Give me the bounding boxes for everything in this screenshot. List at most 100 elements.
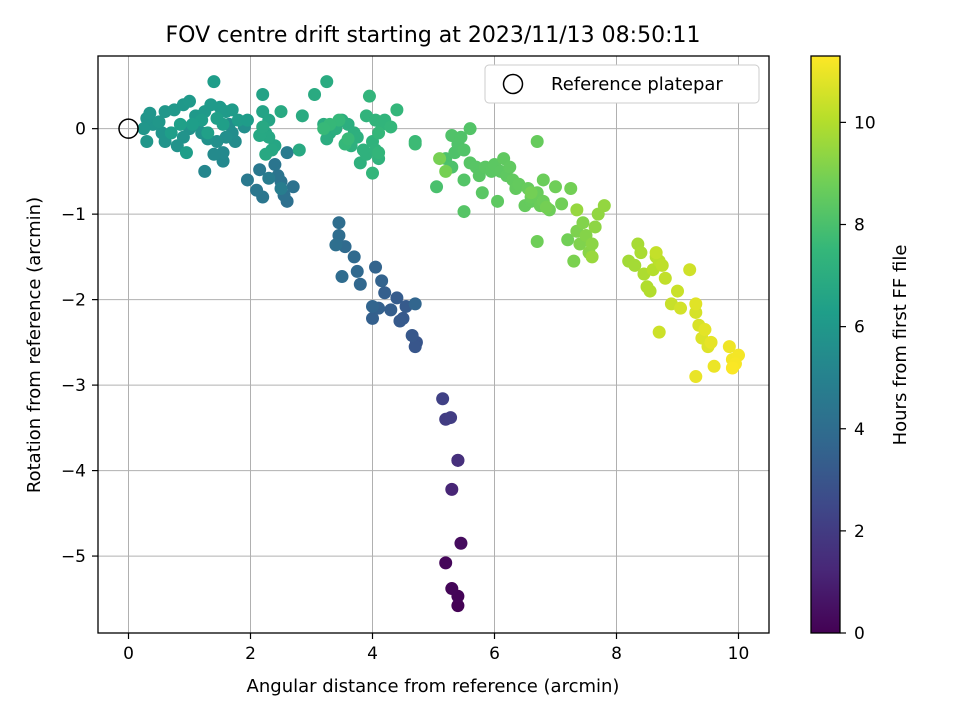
data-point	[549, 180, 562, 194]
data-point	[274, 181, 288, 195]
data-point	[384, 120, 398, 134]
data-point	[240, 113, 254, 127]
data-point	[555, 197, 569, 211]
colorbar-gradient	[811, 56, 840, 633]
x-tick-label: 8	[611, 644, 622, 664]
data-point	[384, 303, 398, 317]
data-point	[320, 132, 334, 146]
data-point	[597, 199, 611, 213]
grid	[98, 56, 769, 633]
x-tick-label: 2	[245, 644, 256, 664]
data-point	[475, 186, 489, 200]
data-point	[320, 75, 334, 89]
data-point	[457, 205, 471, 219]
y-tick-label: −2	[61, 291, 86, 311]
data-point	[536, 173, 550, 187]
colorbar-ticks: 0 2 4 6 8 10	[840, 113, 876, 644]
y-axis-ticks: 0 −1 −2 −3 −4 −5	[61, 120, 98, 567]
data-point	[585, 237, 599, 251]
data-point	[707, 359, 721, 373]
colorbar-frame	[810, 55, 841, 634]
x-axis-label: Angular distance from reference (arcmin)	[247, 676, 620, 697]
legend-label: Reference platepar	[551, 74, 723, 95]
data-point	[372, 126, 386, 140]
data-point	[683, 263, 697, 277]
y-tick-label: −1	[61, 205, 86, 225]
plot-frame	[97, 55, 770, 634]
data-point	[561, 233, 575, 247]
data-point	[274, 105, 288, 119]
data-point	[231, 113, 245, 127]
data-point	[722, 340, 736, 354]
data-point	[170, 139, 184, 153]
colorbar-tick-label: 6	[854, 318, 865, 338]
data-point	[295, 109, 309, 123]
data-point	[347, 250, 361, 264]
data-point	[451, 599, 465, 613]
data-point	[256, 120, 270, 134]
x-axis-ticks: 0 2 4 6 8 10	[123, 633, 749, 664]
data-point	[186, 117, 200, 131]
data-point	[564, 181, 578, 195]
data-point	[689, 370, 703, 384]
data-point	[439, 164, 453, 178]
data-point	[405, 329, 419, 343]
legend-box	[484, 64, 760, 104]
data-point	[390, 291, 404, 305]
data-point	[436, 392, 450, 406]
colorbar-tick-label: 4	[854, 420, 865, 440]
data-point	[164, 126, 178, 140]
data-point	[439, 556, 453, 570]
data-point	[366, 311, 379, 325]
data-point	[366, 299, 379, 313]
data-point	[408, 297, 422, 311]
data-point	[268, 158, 282, 172]
data-point	[503, 160, 517, 174]
colorbar-label: Hours from first FF file	[890, 245, 911, 446]
data-point	[444, 411, 458, 425]
legend: Reference platepar	[484, 64, 760, 104]
data-point	[671, 284, 684, 298]
data-point	[173, 117, 187, 131]
data-point	[408, 340, 422, 354]
data-point	[216, 117, 230, 131]
data-point	[207, 147, 221, 161]
data-point	[649, 246, 663, 260]
data-point	[634, 246, 648, 260]
y-tick-label: −5	[61, 547, 86, 567]
data-point	[588, 220, 602, 234]
data-point	[457, 173, 471, 187]
data-point	[445, 582, 459, 596]
data-point	[372, 146, 386, 160]
data-point	[457, 143, 471, 157]
data-point	[329, 238, 343, 252]
colorbar: 0 2 4 6 8 10 Hours from first FF file	[810, 55, 911, 644]
data-point	[280, 146, 294, 160]
data-point	[140, 134, 154, 148]
data-point	[207, 75, 221, 89]
data-point	[530, 234, 544, 248]
data-point	[137, 122, 151, 136]
data-point	[286, 180, 300, 194]
data-point	[585, 250, 599, 264]
data-point	[390, 103, 404, 117]
data-point	[378, 286, 392, 300]
legend-marker	[502, 73, 524, 95]
data-point	[179, 146, 193, 160]
data-point	[570, 203, 584, 217]
y-tick-label: 0	[75, 120, 86, 140]
data-point	[445, 482, 459, 496]
colorbar-tick-label: 8	[854, 216, 865, 236]
data-point	[725, 361, 739, 375]
data-point	[152, 115, 166, 129]
data-point	[375, 274, 389, 288]
data-point	[353, 277, 367, 291]
data-point	[250, 183, 264, 197]
data-point	[433, 152, 447, 166]
data-point	[253, 163, 267, 177]
data-point	[335, 270, 349, 284]
data-point	[366, 166, 379, 180]
data-point	[454, 130, 468, 144]
data-point	[198, 164, 212, 178]
colorbar-tick-label: 0	[854, 624, 865, 644]
